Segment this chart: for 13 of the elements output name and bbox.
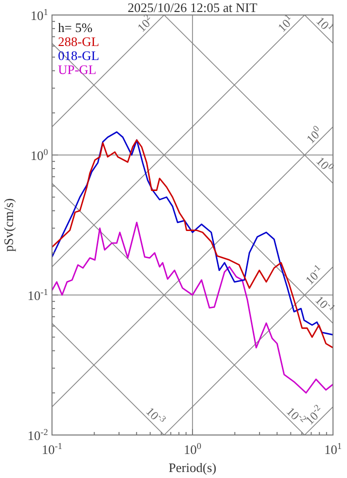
text: 288-GL	[58, 34, 100, 49]
text: UP-GL	[58, 62, 96, 77]
annotation: 10-3	[143, 404, 169, 424]
annotation: 100	[304, 123, 322, 146]
annotation: 101	[314, 14, 336, 32]
annotation: 101	[274, 12, 294, 35]
annotation: 100	[314, 154, 337, 172]
annotation: 10-1	[312, 292, 338, 312]
y-axis-title: pSv(cm/s)	[1, 198, 16, 252]
annotation: h= 5%	[58, 20, 93, 35]
annotation: 10-1	[302, 262, 322, 288]
x-axis-title: Period(s)	[168, 460, 216, 475]
text: 018-GL	[58, 48, 100, 63]
